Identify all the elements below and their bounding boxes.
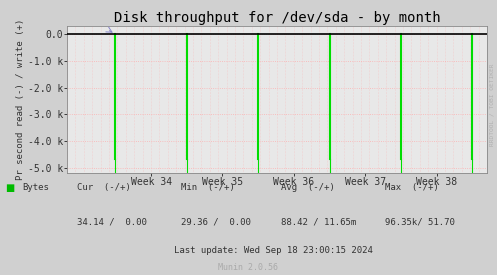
Text: Munin 2.0.56: Munin 2.0.56 <box>219 263 278 272</box>
Text: 29.36 /  0.00: 29.36 / 0.00 <box>181 217 251 226</box>
Y-axis label: Pr second read (-) / write (+): Pr second read (-) / write (+) <box>16 19 25 180</box>
Text: ■: ■ <box>5 183 14 193</box>
Text: Last update: Wed Sep 18 23:00:15 2024: Last update: Wed Sep 18 23:00:15 2024 <box>174 246 373 255</box>
Text: Min  (-/+): Min (-/+) <box>181 183 235 192</box>
Text: 96.35k/ 51.70: 96.35k/ 51.70 <box>385 217 455 226</box>
Text: Avg  (-/+): Avg (-/+) <box>281 183 334 192</box>
Text: RRDTOOL / TOBI OETIKER: RRDTOOL / TOBI OETIKER <box>490 63 495 146</box>
Text: Max  (-/+): Max (-/+) <box>385 183 439 192</box>
Text: Bytes: Bytes <box>22 183 49 192</box>
Text: 88.42 / 11.65m: 88.42 / 11.65m <box>281 217 356 226</box>
Title: Disk throughput for /dev/sda - by month: Disk throughput for /dev/sda - by month <box>114 11 440 25</box>
Text: 34.14 /  0.00: 34.14 / 0.00 <box>77 217 147 226</box>
Text: Cur  (-/+): Cur (-/+) <box>77 183 131 192</box>
